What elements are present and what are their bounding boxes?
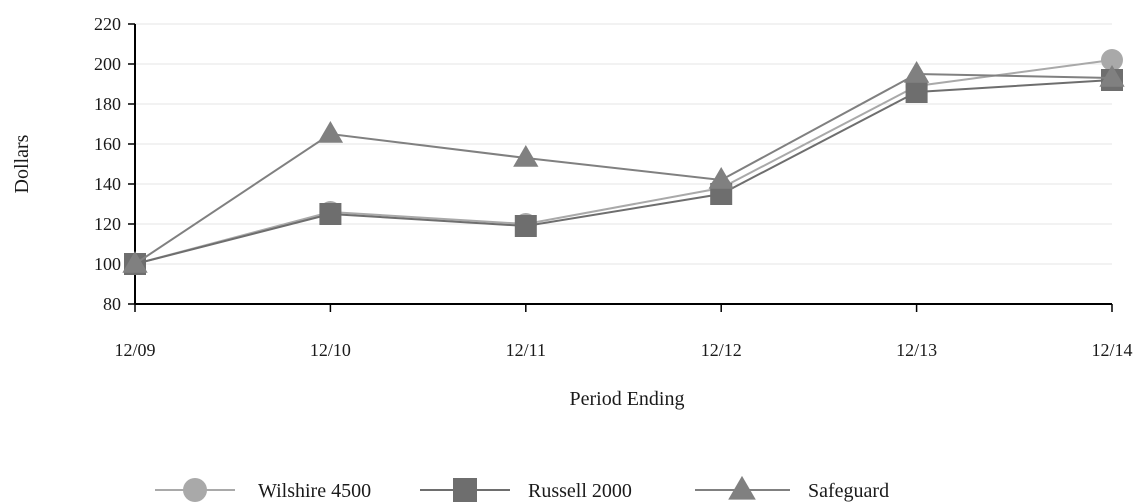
series-russell-2000: [124, 69, 1123, 275]
y-tick-label: 200: [94, 54, 121, 74]
y-tick-label: 120: [94, 214, 121, 234]
gridlines: [128, 23, 1112, 305]
triangle-marker: [903, 61, 930, 83]
triangle-marker: [708, 167, 734, 189]
y-tick-label: 220: [94, 14, 121, 34]
square-marker: [319, 203, 342, 225]
triangle-marker: [728, 475, 756, 500]
legend-label: Wilshire 4500: [258, 480, 371, 502]
x-axis-title: Period Ending: [570, 388, 685, 410]
x-tick-label: 12/09: [114, 340, 155, 360]
series-group: [122, 49, 1125, 275]
x-tick-label: 12/13: [896, 340, 937, 360]
x-tick-label: 12/14: [1091, 340, 1132, 360]
square-marker: [905, 81, 928, 103]
series-line: [134, 79, 1113, 265]
series-line: [134, 72, 1113, 265]
triangle-marker: [513, 145, 539, 167]
legend-label: Safeguard: [808, 480, 889, 502]
legend-item: Wilshire 4500: [155, 478, 371, 502]
circle-marker: [183, 478, 207, 502]
y-tick-labels: 80 100 120 140 160 180 200 220: [94, 14, 121, 314]
y-tick-label: 140: [94, 174, 121, 194]
square-marker: [453, 478, 477, 502]
y-tick-label: 180: [94, 94, 121, 114]
square-marker: [514, 215, 537, 237]
x-tick-label: 12/11: [506, 340, 546, 360]
series-safeguard: [122, 61, 1125, 273]
series-line: [134, 59, 1113, 265]
axes: [134, 24, 1112, 305]
triangle-marker: [122, 251, 148, 273]
x-tick-label: 12/12: [701, 340, 742, 360]
legend: Wilshire 4500 Russell 2000 Safeguard: [155, 475, 889, 502]
legend-item: Safeguard: [695, 475, 889, 502]
y-tick-label: 160: [94, 134, 121, 154]
y-axis-title: Dollars: [11, 134, 33, 193]
y-tick-label: 100: [94, 254, 121, 274]
triangle-marker: [1099, 65, 1125, 87]
x-tick-labels: 12/09 12/10 12/11 12/12 12/13 12/14: [114, 304, 1133, 360]
series-wilshire-4500: [124, 49, 1123, 275]
circle-marker: [1101, 49, 1123, 71]
x-tick-label: 12/10: [310, 340, 351, 360]
legend-item: Russell 2000: [420, 478, 632, 502]
y-tick-label: 80: [103, 294, 121, 314]
triangle-marker: [317, 121, 344, 143]
legend-label: Russell 2000: [528, 480, 632, 502]
